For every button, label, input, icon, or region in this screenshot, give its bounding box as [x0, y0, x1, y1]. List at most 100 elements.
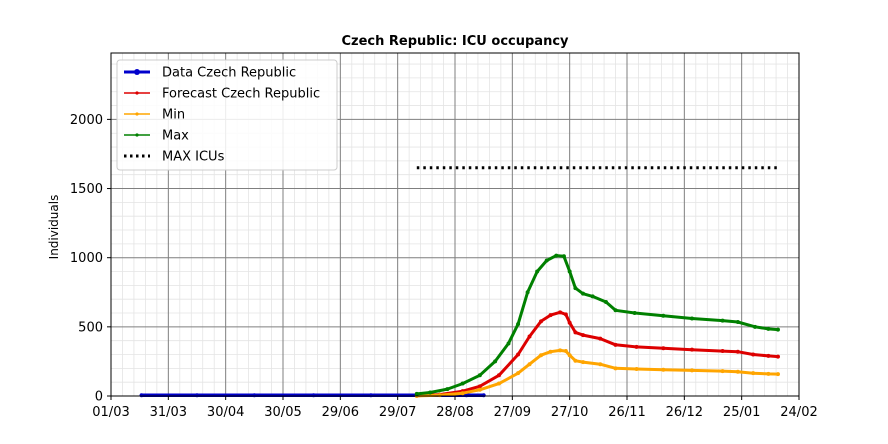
series-points-max — [414, 253, 780, 396]
data-point — [735, 369, 740, 374]
legend-entry: Forecast Czech Republic — [124, 87, 320, 102]
data-point — [590, 294, 595, 299]
y-tick-label: 500 — [78, 320, 103, 335]
data-point — [775, 372, 780, 377]
data-point — [581, 333, 586, 338]
data-point — [252, 393, 257, 398]
data-point — [573, 330, 578, 335]
data-point — [634, 344, 639, 349]
data-point — [632, 311, 637, 316]
x-tick-label: 25/01 — [723, 405, 760, 420]
data-point — [527, 362, 532, 367]
data-point — [598, 336, 603, 341]
data-point — [567, 269, 572, 274]
legend-label: Data Czech Republic — [162, 66, 296, 81]
data-point — [460, 381, 465, 386]
x-tick-label: 29/06 — [322, 405, 359, 420]
data-point — [613, 366, 618, 371]
data-point — [539, 353, 543, 358]
x-tick-label: 27/09 — [494, 405, 531, 420]
legend-entry: Data Czech Republic — [124, 66, 296, 81]
data-point — [573, 358, 578, 363]
data-point — [661, 367, 666, 372]
data-point — [613, 342, 618, 347]
data-point — [775, 354, 780, 359]
legend-label: Forecast Czech Republic — [162, 87, 320, 102]
data-point — [753, 324, 758, 329]
data-point — [477, 387, 482, 392]
data-point — [311, 393, 316, 398]
legend-entry: Max — [124, 129, 189, 144]
x-tick-label: 30/05 — [264, 405, 301, 420]
data-point — [195, 393, 199, 398]
data-point — [689, 368, 694, 373]
data-point — [581, 291, 586, 296]
data-point — [493, 359, 498, 364]
legend-label: Max — [162, 129, 189, 144]
x-tick-label: 30/04 — [207, 405, 244, 420]
x-tick-label: 31/03 — [150, 405, 187, 420]
legend-marker — [134, 69, 140, 75]
x-tick-label: 26/11 — [608, 405, 645, 420]
data-point — [563, 349, 568, 354]
data-point — [496, 373, 501, 378]
data-point — [735, 320, 740, 325]
data-point — [661, 313, 666, 318]
data-point — [548, 313, 553, 318]
data-point — [437, 393, 442, 398]
data-point — [603, 299, 608, 304]
x-tick-label: 29/07 — [379, 405, 416, 420]
data-point — [775, 327, 780, 332]
data-point — [428, 390, 433, 395]
data-point — [548, 349, 553, 354]
y-tick-label: 0 — [95, 390, 103, 405]
data-point — [477, 384, 482, 389]
data-point — [766, 371, 771, 376]
x-axis-ticks: 01/03 31/03 30/04 30/05 29/06 29/07 28/08 27/09… — [92, 396, 818, 420]
data-point — [496, 381, 501, 386]
x-tick-label: 24/02 — [780, 405, 817, 420]
legend-label: MAX ICUs — [162, 150, 225, 165]
data-point — [720, 318, 725, 323]
data-point — [751, 352, 756, 357]
data-point — [414, 391, 419, 396]
legend-marker — [135, 133, 139, 137]
data-point — [613, 308, 618, 313]
data-point — [766, 353, 771, 358]
data-point — [561, 254, 566, 259]
data-point — [535, 269, 540, 274]
data-point — [525, 290, 530, 295]
data-point — [558, 310, 563, 315]
legend-marker — [135, 112, 139, 116]
legend-marker — [135, 91, 139, 95]
data-point — [567, 353, 572, 358]
y-tick-label: 2000 — [70, 113, 103, 128]
chart-title: Czech Republic: ICU occupancy — [341, 34, 569, 49]
data-point — [766, 326, 771, 331]
data-point — [539, 319, 543, 324]
data-point — [544, 258, 549, 263]
data-point — [368, 393, 373, 398]
y-axis-ticks: 0 500 1000 1500 2000 — [70, 113, 111, 405]
series-line-min — [415, 348, 780, 398]
y-tick-label: 1500 — [70, 182, 103, 197]
data-point — [445, 387, 450, 392]
data-point — [567, 320, 572, 325]
series-points-min — [414, 348, 780, 398]
major-grid — [111, 53, 799, 396]
data-point — [598, 362, 603, 367]
data-point — [563, 312, 568, 317]
data-point — [516, 352, 521, 357]
data-point — [720, 369, 725, 374]
legend-entry: MAX ICUs — [124, 150, 225, 165]
legend-label: Min — [162, 108, 185, 123]
series-layer — [139, 166, 780, 398]
x-tick-label: 01/03 — [92, 405, 129, 420]
data-point — [735, 349, 740, 354]
data-point — [554, 253, 559, 258]
data-point — [558, 348, 563, 353]
series-line-forecast-czech-republic — [415, 310, 780, 398]
data-point — [516, 371, 521, 376]
data-point — [481, 393, 486, 398]
